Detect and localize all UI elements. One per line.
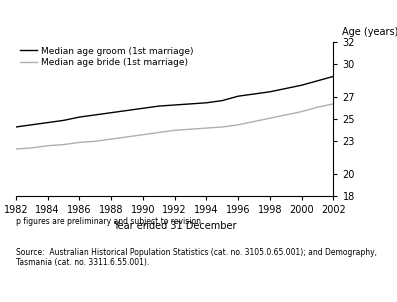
Median age bride (1st marriage) (252, 120, 256, 123)
Median age bride (1st marriage) (204, 126, 209, 130)
Median age bride (1st marriage) (156, 131, 161, 134)
Median age groom (1st marriage) (109, 111, 114, 114)
Median age groom (1st marriage) (141, 107, 145, 110)
Median age groom (1st marriage) (156, 104, 161, 108)
Median age groom (1st marriage) (331, 75, 336, 78)
Median age bride (1st marriage) (268, 116, 272, 120)
Median age bride (1st marriage) (315, 105, 320, 109)
Median age bride (1st marriage) (13, 147, 18, 151)
Legend: Median age groom (1st marriage), Median age bride (1st marriage): Median age groom (1st marriage), Median … (20, 47, 194, 67)
Text: p figures are preliminary and subject to revision: p figures are preliminary and subject to… (16, 217, 201, 226)
Median age bride (1st marriage) (283, 113, 288, 117)
Median age bride (1st marriage) (141, 133, 145, 137)
Median age bride (1st marriage) (93, 140, 98, 143)
Median age bride (1st marriage) (236, 123, 241, 127)
Text: Age (years): Age (years) (342, 27, 397, 37)
Median age bride (1st marriage) (45, 144, 50, 147)
Line: Median age groom (1st marriage): Median age groom (1st marriage) (16, 76, 333, 127)
Median age bride (1st marriage) (109, 137, 114, 141)
Median age groom (1st marriage) (172, 103, 177, 107)
Median age bride (1st marriage) (125, 135, 129, 139)
Line: Median age bride (1st marriage): Median age bride (1st marriage) (16, 104, 333, 149)
Median age groom (1st marriage) (299, 83, 304, 87)
Median age bride (1st marriage) (61, 143, 66, 146)
Median age groom (1st marriage) (236, 94, 241, 98)
Median age groom (1st marriage) (268, 90, 272, 94)
Median age groom (1st marriage) (283, 87, 288, 90)
Median age groom (1st marriage) (13, 125, 18, 129)
Text: Source:  Australian Historical Population Statistics (cat. no. 3105.0.65.001); a: Source: Australian Historical Population… (16, 248, 377, 267)
Median age groom (1st marriage) (93, 113, 98, 117)
Median age groom (1st marriage) (220, 99, 225, 102)
Median age groom (1st marriage) (125, 109, 129, 112)
Median age bride (1st marriage) (29, 146, 34, 150)
Median age groom (1st marriage) (77, 115, 82, 119)
Median age groom (1st marriage) (204, 101, 209, 104)
Median age bride (1st marriage) (172, 128, 177, 132)
Median age bride (1st marriage) (220, 125, 225, 129)
X-axis label: Year ended 31 December: Year ended 31 December (113, 221, 237, 231)
Median age groom (1st marriage) (29, 123, 34, 127)
Median age bride (1st marriage) (331, 102, 336, 106)
Median age groom (1st marriage) (61, 119, 66, 122)
Median age bride (1st marriage) (188, 127, 193, 131)
Median age bride (1st marriage) (77, 141, 82, 144)
Median age groom (1st marriage) (315, 79, 320, 83)
Median age bride (1st marriage) (299, 110, 304, 114)
Median age groom (1st marriage) (188, 102, 193, 106)
Median age groom (1st marriage) (45, 121, 50, 124)
Median age groom (1st marriage) (252, 92, 256, 96)
